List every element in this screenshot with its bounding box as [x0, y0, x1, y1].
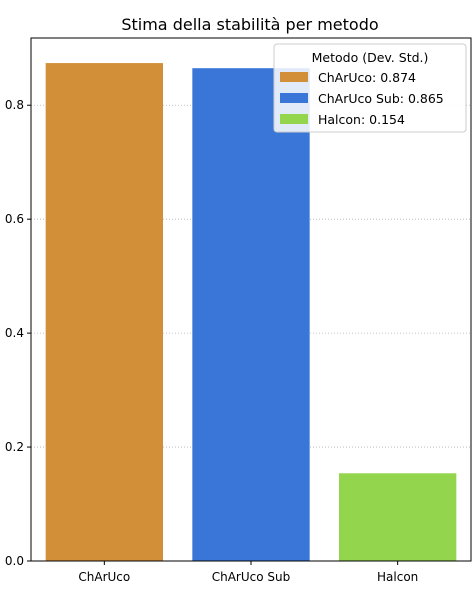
legend-title: Metodo (Dev. Std.): [312, 50, 429, 65]
y-tick-label: 0.0: [5, 554, 24, 568]
axes: 0.0 0.2 0.4 0.6 0.8 ChArUco ChArUco Sub Halcon: [5, 37, 472, 584]
legend: Metodo (Dev. Std.) ChArUco: 0.874 ChArUco …: [273, 43, 467, 133]
y-tick-label: 0.6: [5, 212, 24, 226]
legend-entry: ChArUco: 0.874: [318, 70, 416, 85]
bars: [45, 63, 457, 562]
bar-halcon: [339, 473, 457, 561]
x-tick-label: Halcon: [377, 570, 418, 584]
legend-swatch: [280, 93, 308, 103]
chart-title: Stima della stabilità per metodo: [121, 15, 378, 34]
x-tick-label: ChArUco: [78, 570, 130, 584]
y-tick-label: 0.4: [5, 326, 24, 340]
plot-frame: [30, 37, 472, 562]
x-tick-label: ChArUco Sub: [212, 570, 291, 584]
legend-swatch: [280, 114, 308, 124]
y-tick-label: 0.2: [5, 440, 24, 454]
legend-box: [273, 43, 467, 133]
bar-charuco-sub: [192, 68, 310, 561]
legend-entry: Halcon: 0.154: [318, 112, 405, 127]
legend-swatch: [280, 72, 308, 82]
bar-charuco: [45, 63, 163, 562]
legend-entry: ChArUco Sub: 0.865: [318, 91, 444, 106]
y-tick-label: 0.8: [5, 98, 24, 112]
